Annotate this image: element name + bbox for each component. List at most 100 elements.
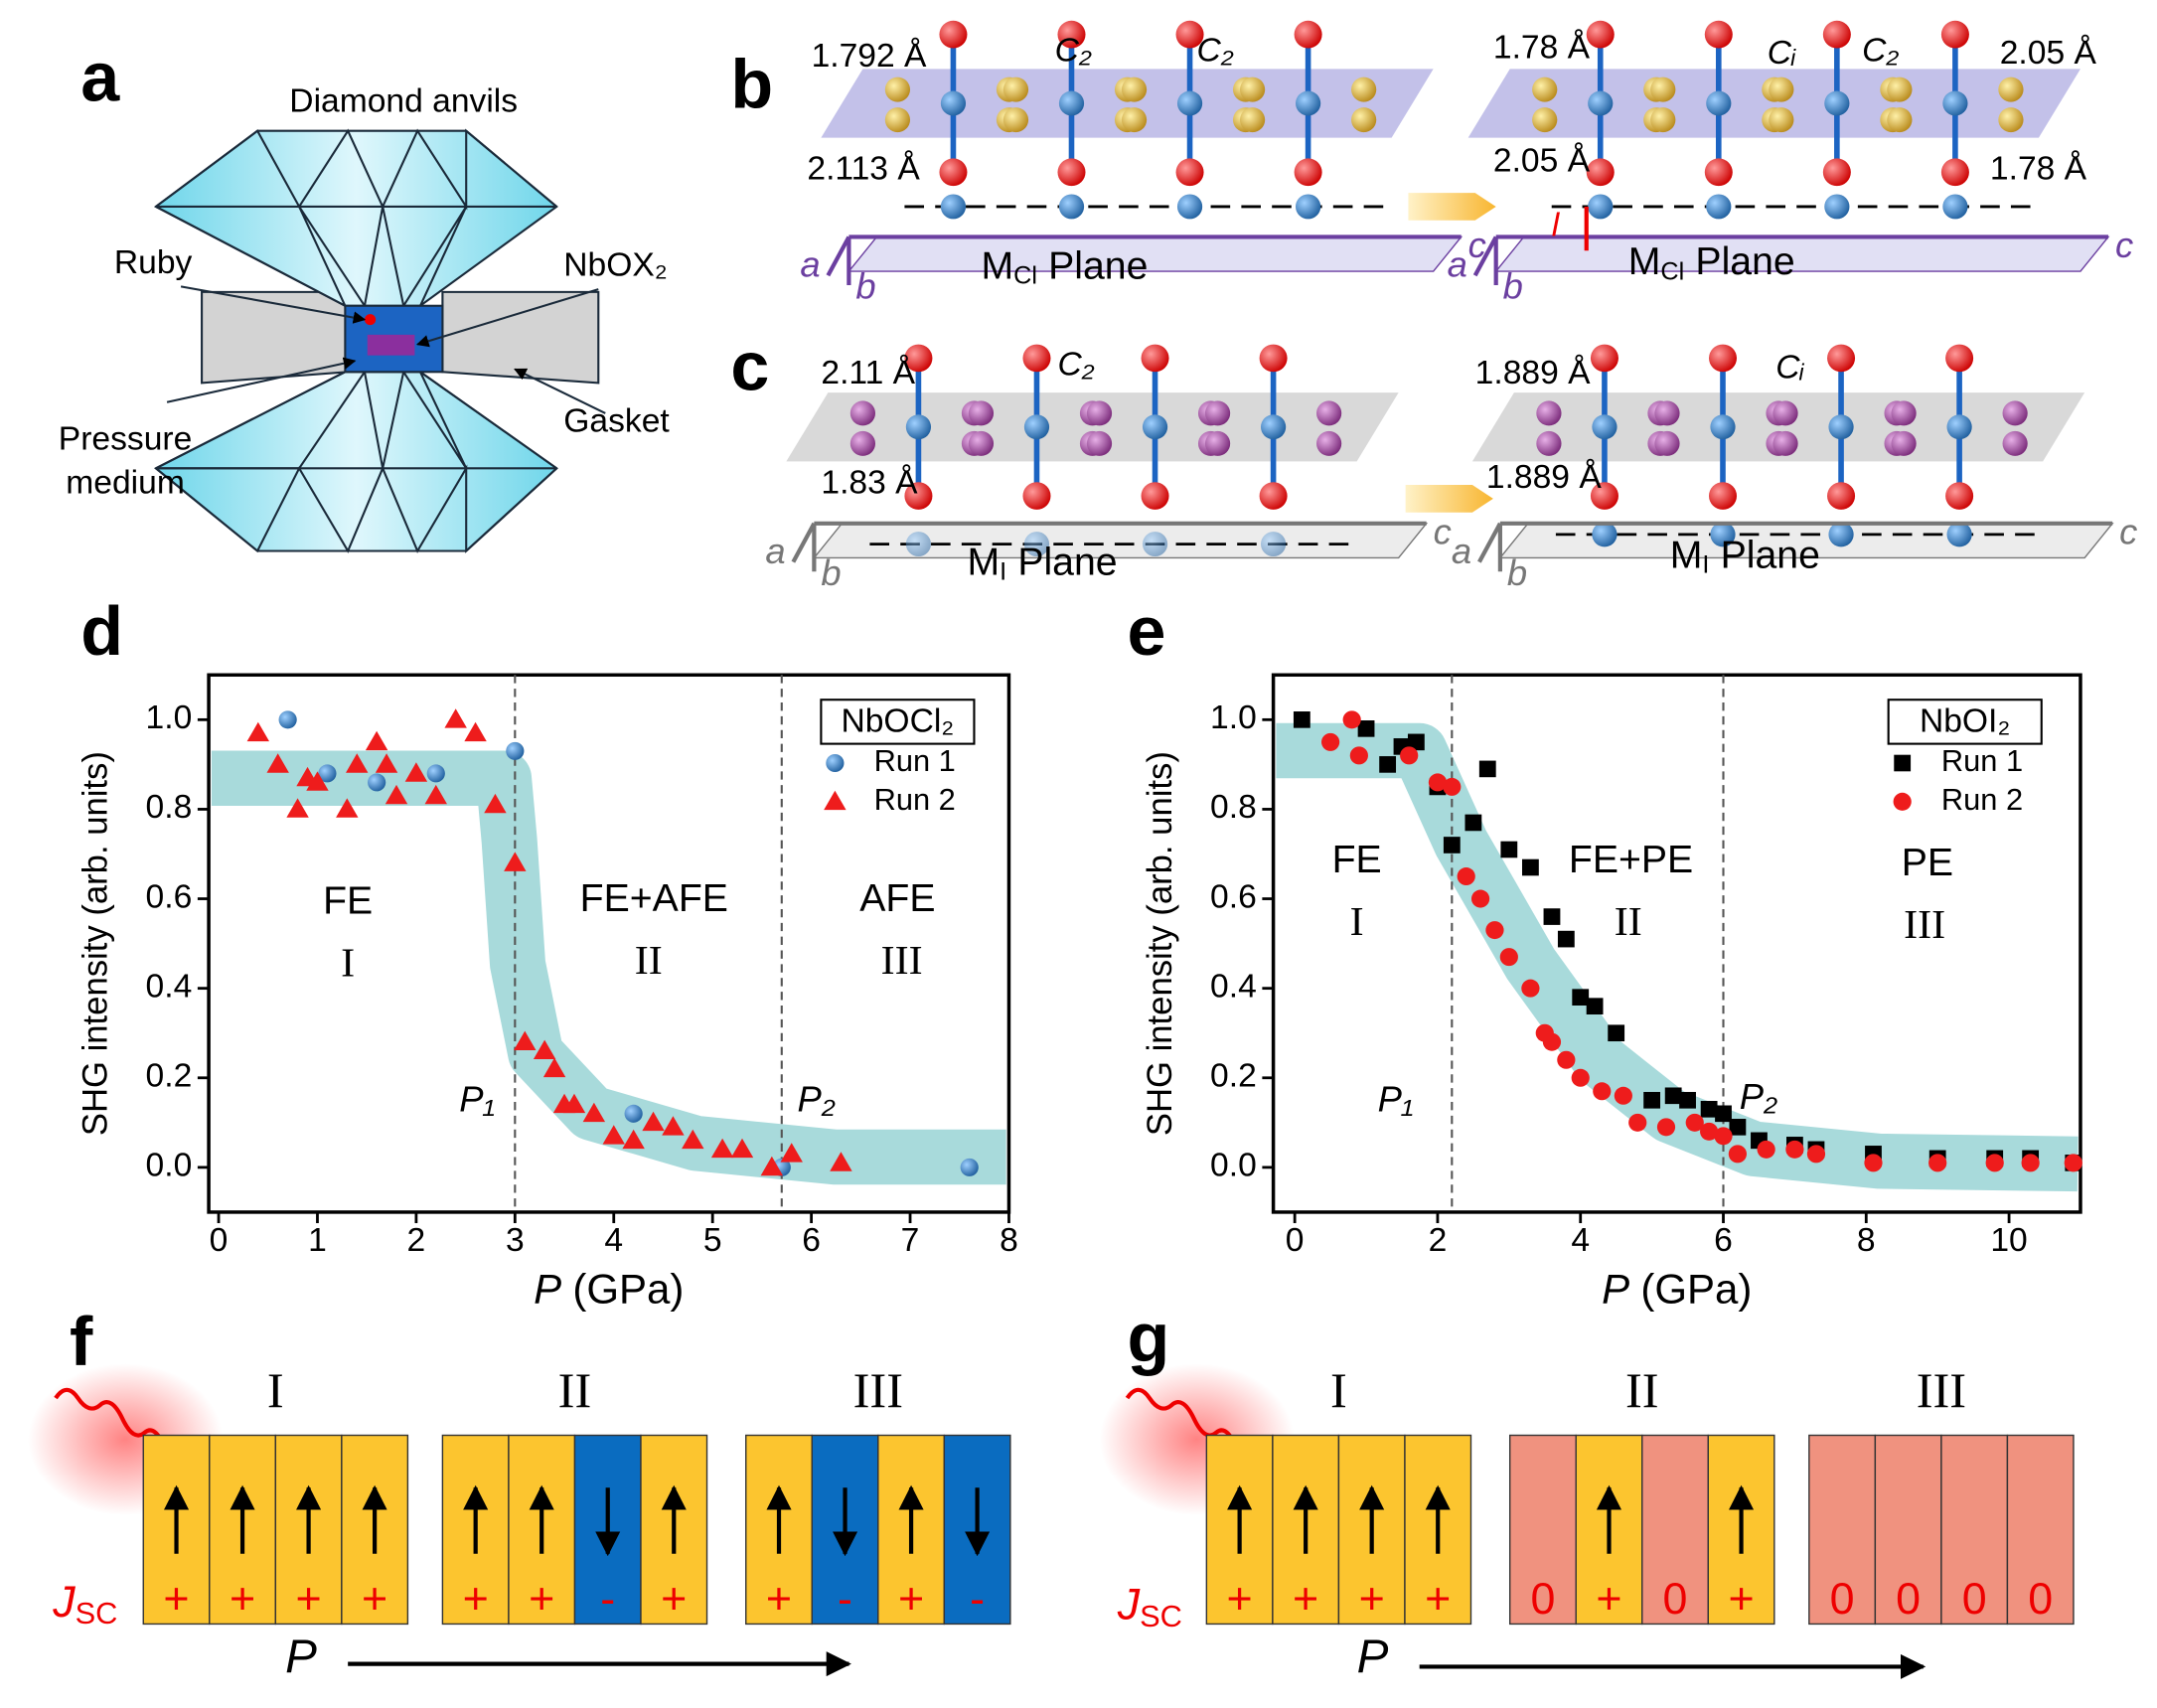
data-point (506, 741, 525, 760)
current-sign: + (463, 1575, 489, 1624)
atomic-plane (1467, 69, 2080, 138)
oxygen-atom (1704, 158, 1733, 187)
axis-letter: b (1503, 266, 1523, 307)
current-sign: - (838, 1575, 852, 1624)
x-tick-label: 8 (1857, 1222, 1876, 1259)
oxygen-atom (1590, 344, 1618, 373)
halide-atom (1769, 77, 1794, 102)
y-tick-label: 0.2 (1210, 1058, 1257, 1095)
annotation: FE+AFE (580, 877, 728, 920)
data-point (1715, 1105, 1732, 1123)
data-point (336, 798, 359, 818)
axis-letter: a (800, 244, 820, 285)
oxygen-atom (1141, 344, 1169, 373)
metal-plane (812, 523, 1429, 559)
halide-atom (1002, 107, 1029, 133)
metal-atom (1946, 414, 1972, 440)
y-tick-label: 0.8 (146, 789, 193, 826)
y-axis-label: SHG intensity (arb. units) (76, 751, 114, 1136)
metal-atom (940, 194, 967, 220)
metal-atom (1176, 194, 1203, 220)
annotation: I (341, 941, 355, 987)
halide-atom (1998, 77, 2024, 102)
oxygen-atom (1586, 20, 1615, 49)
metal-atom (1023, 532, 1050, 557)
annotation: FE (1332, 839, 1382, 881)
data-point (1714, 1127, 1733, 1146)
x-axis-var: P (1602, 1266, 1629, 1313)
bond-label: 1.889 Å (1475, 355, 1592, 391)
metal-atom (1260, 414, 1287, 440)
halide-atom (1650, 77, 1676, 102)
x-axis-unit: (GPa) (572, 1266, 684, 1313)
axis-arrow (791, 522, 817, 563)
halide-atom (1532, 77, 1558, 102)
x-tick-label: 4 (1571, 1222, 1590, 1259)
halide-atom (1121, 107, 1148, 133)
data-point (622, 1129, 645, 1150)
data-point (1293, 711, 1310, 728)
y-tick-label: 0.0 (1210, 1148, 1257, 1184)
data-point (1785, 1140, 1804, 1159)
metal-atom (1828, 522, 1854, 547)
x-tick-label: 0 (210, 1222, 229, 1259)
plane-sub: I (1702, 550, 1709, 578)
halide-atom (1887, 107, 1913, 133)
halide-atom (849, 430, 876, 456)
oxygen-atom (1945, 344, 1974, 373)
data-point (1557, 1050, 1576, 1069)
data-point (278, 710, 297, 729)
x-tick-label: 1 (308, 1222, 327, 1259)
data-point (1700, 1122, 1719, 1141)
data-point (1485, 921, 1504, 940)
current-main: J (1117, 1581, 1141, 1630)
current-label: JSC (52, 1578, 117, 1630)
phase-label: III (853, 1362, 903, 1418)
panel-letter: a (80, 39, 120, 116)
halide-atom (1891, 400, 1917, 426)
data-point (1571, 1068, 1590, 1087)
halide-atom (1086, 430, 1113, 456)
metal-atom (1296, 194, 1321, 220)
y-tick-label: 0.2 (146, 1058, 193, 1095)
annotation: II (635, 938, 663, 984)
metal-atom (1023, 414, 1050, 440)
data-point (2021, 1154, 2040, 1172)
diamond-anvil-cell (153, 128, 606, 553)
bond-label: 1.889 Å (1486, 459, 1603, 496)
label: NbOX₂ (563, 247, 668, 284)
data-point (246, 721, 270, 742)
label: Pressure (59, 421, 192, 458)
data-point (1470, 889, 1490, 908)
data-point (533, 1039, 556, 1060)
data-point (1614, 1086, 1632, 1105)
data-point (542, 1057, 566, 1078)
data-point (2064, 1154, 2082, 1172)
metal-plane (847, 235, 1464, 272)
bond-label: 1.792 Å (812, 38, 928, 75)
data-point (830, 1152, 852, 1171)
plane-rest: Plane (1048, 245, 1148, 288)
label: medium (66, 465, 185, 502)
bond-label: 2.05 Å (2000, 35, 2097, 72)
y-axis-label: SHG intensity (arb. units) (1141, 751, 1179, 1136)
plane-sub: Cl (1013, 261, 1037, 289)
data-point (1500, 841, 1518, 858)
oxygen-atom (1940, 20, 1969, 49)
oxygen-atom (1590, 482, 1618, 510)
metal-atom (1176, 90, 1203, 116)
axis-letter: b (821, 552, 841, 593)
data-point (1457, 867, 1475, 886)
current-sub: SC (1140, 1600, 1182, 1633)
data-point (642, 1111, 665, 1132)
halide-atom (1239, 107, 1266, 133)
data-point (1428, 773, 1448, 792)
data-point (1400, 746, 1419, 765)
metal-atom (1942, 90, 1968, 116)
halide-atom (1239, 77, 1266, 102)
legend-marker (826, 753, 845, 773)
plane-sub: Cl (1660, 257, 1684, 285)
metal-atom (1942, 194, 1968, 220)
data-point (662, 1116, 685, 1136)
